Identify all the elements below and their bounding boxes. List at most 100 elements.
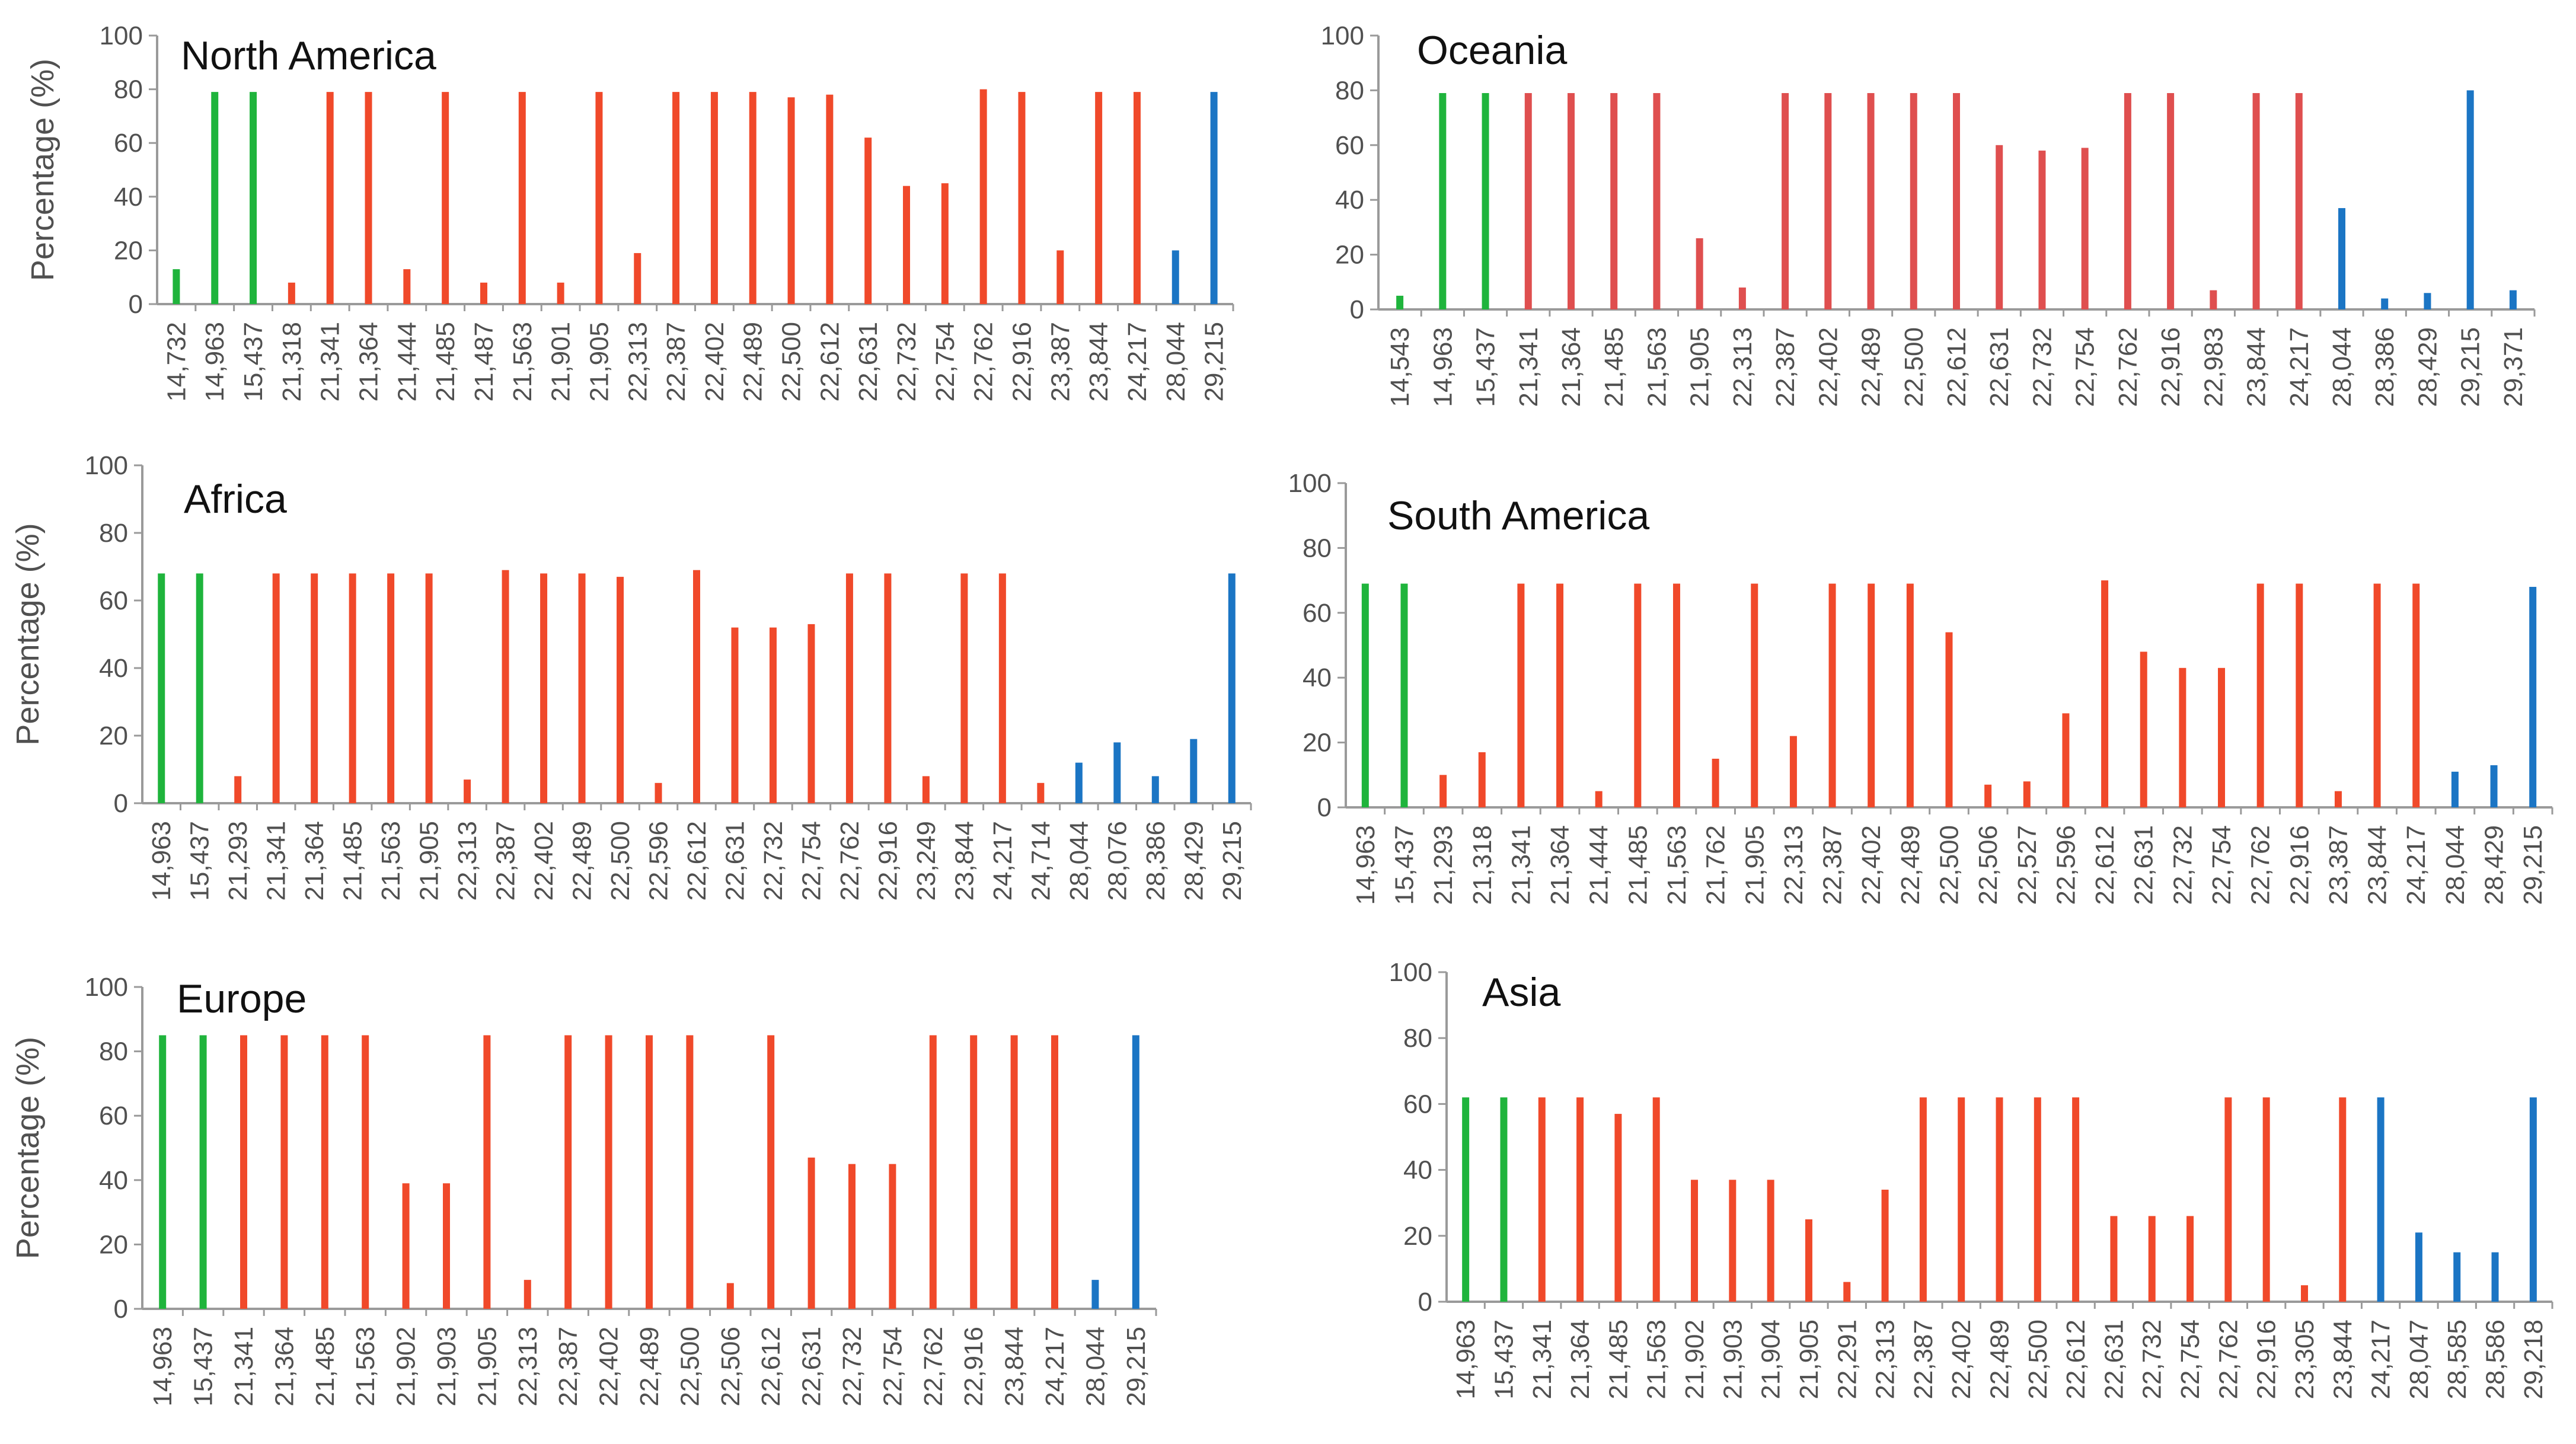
asia-x-tick-label: 22,313 bbox=[1871, 1320, 1900, 1400]
africa-x-tick-label: 28,386 bbox=[1141, 821, 1170, 901]
asia-bar-21-341 bbox=[1538, 1097, 1546, 1302]
north-america-bar-29-215 bbox=[1210, 92, 1218, 304]
europe-y-tick-label: 40 bbox=[99, 1166, 128, 1195]
south-america-bar-21-563 bbox=[1672, 583, 1680, 807]
asia-bar-21-903 bbox=[1729, 1180, 1737, 1302]
europe-x-tick-label: 14,963 bbox=[148, 1327, 177, 1407]
oceania-x-tick-label: 22,631 bbox=[1985, 327, 2014, 407]
north-america-bar-22-489 bbox=[749, 92, 756, 304]
europe-x-tick-label: 15,437 bbox=[189, 1327, 218, 1407]
oceania-bar-22-762 bbox=[2124, 93, 2131, 309]
south-america-bar-22-500 bbox=[1945, 632, 1953, 807]
africa-x-tick-label: 23,249 bbox=[912, 821, 941, 901]
europe-y-tick-label: 100 bbox=[85, 973, 128, 1002]
africa-bar-22-916 bbox=[884, 573, 892, 803]
africa-bar-22-387 bbox=[502, 570, 509, 803]
africa-bar-22-313 bbox=[464, 779, 471, 803]
south-america-bar-22-631 bbox=[2140, 651, 2147, 807]
europe-y-axis-label: Percentage (%) bbox=[10, 1037, 46, 1259]
asia-x-tick-label: 21,364 bbox=[1566, 1320, 1595, 1400]
north-america-bar-22-631 bbox=[864, 138, 872, 304]
africa-x-tick-label: 22,916 bbox=[873, 821, 902, 901]
asia-bar-22-387 bbox=[1919, 1097, 1927, 1302]
asia-x-tick-label: 15,437 bbox=[1489, 1320, 1518, 1400]
africa-x-tick-label: 22,612 bbox=[682, 821, 711, 901]
asia-x-tick-label: 23,844 bbox=[2328, 1320, 2357, 1400]
north-america-bar-22-754 bbox=[941, 183, 949, 304]
africa-bar-28-076 bbox=[1113, 742, 1121, 803]
africa-x-tick-label: 22,596 bbox=[644, 821, 673, 901]
europe-x-tick-label: 23,844 bbox=[1000, 1327, 1029, 1407]
oceania-bar-22-489 bbox=[1867, 93, 1875, 309]
asia-y-tick-label: 0 bbox=[1418, 1288, 1432, 1317]
europe-x-tick-label: 24,217 bbox=[1040, 1327, 1070, 1407]
africa-y-tick-label: 20 bbox=[99, 721, 128, 750]
asia-bar-24-217 bbox=[2377, 1097, 2385, 1302]
north-america-x-tick-label: 21,341 bbox=[316, 322, 345, 402]
asia-x-tick-label: 28,586 bbox=[2481, 1320, 2510, 1400]
south-america-x-tick-label: 21,905 bbox=[1740, 825, 1769, 905]
south-america-bar-22-732 bbox=[2179, 667, 2186, 807]
asia-x-tick-label: 21,341 bbox=[1528, 1320, 1557, 1400]
south-america-x-tick-label: 22,754 bbox=[2207, 825, 2236, 905]
oceania-bar-22-631 bbox=[1996, 145, 2003, 310]
south-america-bar-21-364 bbox=[1556, 583, 1564, 807]
oceania-bar-22-754 bbox=[2081, 148, 2089, 310]
north-america-x-tick-label: 22,313 bbox=[623, 322, 652, 402]
africa-x-tick-label: 22,402 bbox=[529, 821, 558, 901]
africa-x-tick-label: 22,489 bbox=[568, 821, 597, 901]
africa-x-tick-label: 21,364 bbox=[300, 821, 329, 901]
south-america-bar-21-293 bbox=[1439, 775, 1447, 807]
north-america-x-tick-label: 21,364 bbox=[355, 322, 384, 402]
oceania-x-tick-label: 21,905 bbox=[1686, 327, 1715, 407]
north-america-y-tick-label: 20 bbox=[114, 236, 143, 265]
africa-y-axis-label: Percentage (%) bbox=[10, 523, 46, 745]
africa-bar-21-364 bbox=[311, 573, 318, 803]
south-america-x-tick-label: 22,500 bbox=[1935, 825, 1964, 905]
south-america-bar-23-387 bbox=[2334, 791, 2342, 807]
north-america-bar-23-387 bbox=[1056, 250, 1064, 304]
africa-x-tick-label: 22,754 bbox=[797, 821, 826, 901]
north-america-x-tick-label: 14,963 bbox=[200, 322, 229, 402]
north-america-bar-15-437 bbox=[250, 92, 257, 304]
asia-x-tick-label: 22,612 bbox=[2061, 1320, 2090, 1400]
africa-x-tick-label: 22,631 bbox=[720, 821, 749, 901]
oceania-title: Oceania bbox=[1417, 28, 1567, 73]
oceania-bar-21-364 bbox=[1568, 93, 1575, 309]
africa-bar-23-249 bbox=[922, 776, 930, 803]
europe-x-tick-label: 21,364 bbox=[270, 1327, 299, 1407]
oceania-y-tick-label: 40 bbox=[1335, 186, 1364, 215]
south-america-y-tick-label: 60 bbox=[1303, 599, 1332, 628]
north-america-x-tick-label: 21,901 bbox=[547, 322, 576, 402]
africa-bar-22-489 bbox=[578, 573, 586, 803]
south-america-bar-22-313 bbox=[1789, 736, 1797, 807]
africa-bar-22-500 bbox=[617, 577, 624, 803]
asia-bar-21-563 bbox=[1652, 1097, 1660, 1302]
africa-title: Africa bbox=[184, 477, 287, 522]
asia-x-tick-label: 24,217 bbox=[2367, 1320, 2396, 1400]
north-america-x-tick-label: 21,905 bbox=[585, 322, 614, 402]
north-america-bar-22-612 bbox=[826, 94, 834, 304]
north-america-y-tick-label: 0 bbox=[129, 290, 143, 319]
africa-bar-21-341 bbox=[272, 573, 280, 803]
asia-y-tick-label: 80 bbox=[1403, 1024, 1432, 1053]
europe-bar-21-905 bbox=[483, 1035, 491, 1309]
oceania-x-tick-label: 22,402 bbox=[1814, 327, 1843, 407]
south-america-bar-22-387 bbox=[1828, 583, 1836, 807]
asia-x-tick-label: 21,905 bbox=[1795, 1320, 1824, 1400]
oceania-bar-23-844 bbox=[2252, 93, 2260, 309]
africa-x-tick-label: 14,963 bbox=[147, 821, 176, 901]
south-america-bar-22-506 bbox=[1984, 784, 1992, 807]
europe-bar-22-489 bbox=[646, 1035, 653, 1309]
oceania-x-tick-label: 22,983 bbox=[2199, 327, 2228, 407]
europe-x-tick-label: 22,489 bbox=[635, 1327, 664, 1407]
africa-bar-14-963 bbox=[158, 573, 165, 803]
north-america-bar-21-318 bbox=[288, 282, 295, 304]
europe-bar-22-754 bbox=[889, 1164, 896, 1309]
oceania-x-tick-label: 29,215 bbox=[2456, 327, 2485, 407]
oceania-bar-22-916 bbox=[2167, 93, 2175, 309]
asia-bar-28-586 bbox=[2491, 1252, 2499, 1302]
europe-x-tick-label: 22,631 bbox=[797, 1327, 826, 1407]
africa-x-tick-label: 22,732 bbox=[759, 821, 788, 901]
